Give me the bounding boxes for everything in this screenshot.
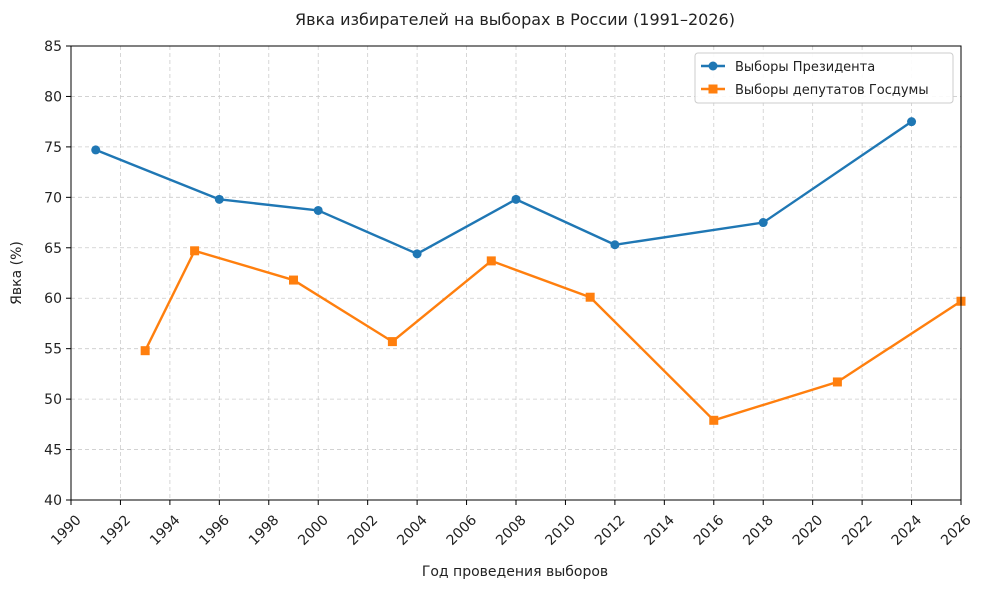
y-tick-label: 55 xyxy=(44,342,62,358)
x-tick-label: 2004 xyxy=(394,512,431,549)
legend-marker xyxy=(708,61,718,71)
legend-label: Выборы депутатов Госдумы xyxy=(735,83,929,98)
x-tick-label: 2024 xyxy=(889,512,926,549)
x-tick-label: 1994 xyxy=(147,512,184,549)
x-tick-label: 1998 xyxy=(246,512,283,549)
legend-box xyxy=(694,52,954,104)
series-line-1 xyxy=(95,120,913,256)
x-tick-label: 2008 xyxy=(493,512,530,549)
plot-frame xyxy=(70,45,962,501)
series-2-point xyxy=(387,337,397,347)
x-tick-label: 2000 xyxy=(295,512,332,549)
y-tick-label: 40 xyxy=(44,493,62,509)
x-tick-label: 2006 xyxy=(444,512,481,549)
y-tick-label: 70 xyxy=(44,190,62,206)
series-2-point xyxy=(486,256,496,266)
x-tick-label: 2010 xyxy=(543,512,580,549)
x-tick-label: 2014 xyxy=(641,512,678,549)
series-2-point xyxy=(585,292,595,302)
axes: 1990 1992 1994 1996 1998 2000 2002 2004 2006 2008… xyxy=(44,39,974,549)
x-tick-label: 1996 xyxy=(196,512,233,549)
series-line-2 xyxy=(144,249,962,422)
x-tick-label: 2020 xyxy=(790,512,827,549)
y-axis-label: Явка (%) xyxy=(9,241,25,305)
series-1-point xyxy=(907,117,917,127)
chart-title: Явка избирателей на выборах в России (19… xyxy=(295,10,735,29)
legend-label: Выборы Президента xyxy=(735,60,875,75)
x-tick-label: 1992 xyxy=(98,512,135,549)
y-tick-label: 75 xyxy=(44,140,62,156)
x-tick-label: 2026 xyxy=(938,512,975,549)
x-tick-label: 2016 xyxy=(691,512,728,549)
y-tick-label: 80 xyxy=(44,89,62,105)
series-layer xyxy=(91,117,966,425)
x-tick-label: 2022 xyxy=(839,512,876,549)
series-2-point xyxy=(709,415,719,425)
y-tick-label: 45 xyxy=(44,443,62,459)
grid xyxy=(70,45,962,501)
y-tick-label: 50 xyxy=(44,392,62,408)
x-tick-label: 1990 xyxy=(48,512,85,549)
x-tick-label: 2002 xyxy=(345,512,382,549)
series-1-point xyxy=(214,194,224,204)
series-2-point xyxy=(289,275,298,285)
series-1-point xyxy=(412,249,422,259)
x-axis-label: Год проведения выборов xyxy=(422,564,608,580)
series-1-point xyxy=(313,205,323,215)
y-tick-label: 65 xyxy=(44,241,62,257)
series-1-point xyxy=(511,194,521,204)
series-2-point xyxy=(832,377,842,387)
series-1-point xyxy=(610,240,620,250)
x-tick-label: 2012 xyxy=(592,512,629,549)
series-1-point xyxy=(91,145,101,155)
series-1-point xyxy=(758,218,768,228)
series-2-point xyxy=(190,246,200,256)
legend-marker xyxy=(708,84,718,94)
x-tick-label: 2018 xyxy=(740,512,777,549)
series-2-point xyxy=(140,346,150,356)
legend: Выборы Президента Выборы депутатов Госдум… xyxy=(694,52,954,104)
y-tick-label: 85 xyxy=(44,39,62,55)
y-tick-label: 60 xyxy=(44,291,62,307)
